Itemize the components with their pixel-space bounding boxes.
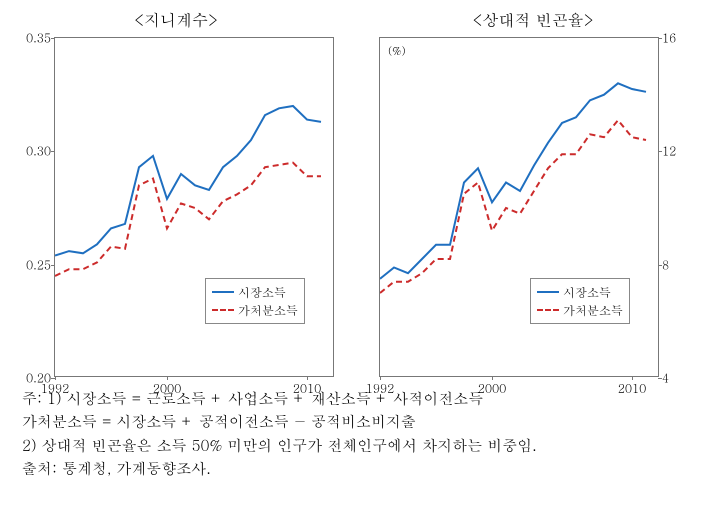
chart-lines <box>55 38 335 378</box>
footnote-1: 주: 1) 시장소득 = 근로소득 + 사업소득 + 재산소득 + 사적이전소득 <box>22 387 683 410</box>
footnotes: 주: 1) 시장소득 = 근로소득 + 사업소득 + 재산소득 + 사적이전소득… <box>0 377 705 480</box>
legend-swatch <box>212 291 234 293</box>
chart-lines <box>380 38 660 378</box>
y-tick-label: 12 <box>662 143 676 160</box>
chart-gini-plot: 0.200.250.300.35199220002010시장소득가처분소득 <box>54 37 334 377</box>
series-line <box>55 106 321 256</box>
legend-label: 가처분소득 <box>563 302 623 319</box>
legend-item: 시장소득 <box>212 283 298 301</box>
x-tick-label: 2000 <box>478 380 507 397</box>
y-tick-label: 0.35 <box>26 30 51 47</box>
x-tick-label: 1992 <box>366 380 395 397</box>
legend-item: 시장소득 <box>537 283 623 301</box>
footnote-3: 2) 상대적 빈곤율은 소득 50% 미만의 인구가 전체인구에서 차지하는 비… <box>22 434 683 457</box>
legend-swatch <box>212 309 234 311</box>
x-tick-label: 2010 <box>618 380 647 397</box>
footnote-2: 가처분소득 = 시장소득 + 공적이전소득 − 공적비소비지출 <box>22 410 683 433</box>
chart-poverty-title: <상대적 빈곤율> <box>379 8 687 31</box>
x-tick-label: 2010 <box>293 380 322 397</box>
y-tick-label: 0.30 <box>26 143 51 160</box>
legend-label: 가처분소득 <box>238 302 298 319</box>
series-line <box>380 120 646 293</box>
legend-label: 시장소득 <box>563 284 611 301</box>
legend-item: 가처분소득 <box>212 301 298 319</box>
legend-swatch <box>537 309 559 311</box>
x-tick-label: 1992 <box>41 380 70 397</box>
legend-item: 가처분소득 <box>537 301 623 319</box>
chart-poverty-plot: 481216199220002010(%)시장소득가처분소득 <box>379 37 659 377</box>
x-tick-label: 2000 <box>153 380 182 397</box>
series-line <box>380 83 646 278</box>
legend-swatch <box>537 291 559 293</box>
y-tick-label: 16 <box>662 30 676 47</box>
legend-label: 시장소득 <box>238 284 286 301</box>
charts-row: <지니계수> 0.200.250.300.35199220002010시장소득가… <box>0 0 705 377</box>
chart-poverty: <상대적 빈곤율> 481216199220002010(%)시장소득가처분소득 <box>379 8 687 377</box>
chart-gini-title: <지니계수> <box>18 8 334 31</box>
chart-gini: <지니계수> 0.200.250.300.35199220002010시장소득가… <box>18 8 334 377</box>
legend: 시장소득가처분소득 <box>530 278 630 324</box>
legend: 시장소득가처분소득 <box>205 278 305 324</box>
footnote-4: 출처: 통계청, 가계동향조사. <box>22 457 683 480</box>
y-tick-label: 8 <box>662 256 669 273</box>
y-tick-label: 0.25 <box>26 256 51 273</box>
y-tick-label: 4 <box>662 370 669 387</box>
